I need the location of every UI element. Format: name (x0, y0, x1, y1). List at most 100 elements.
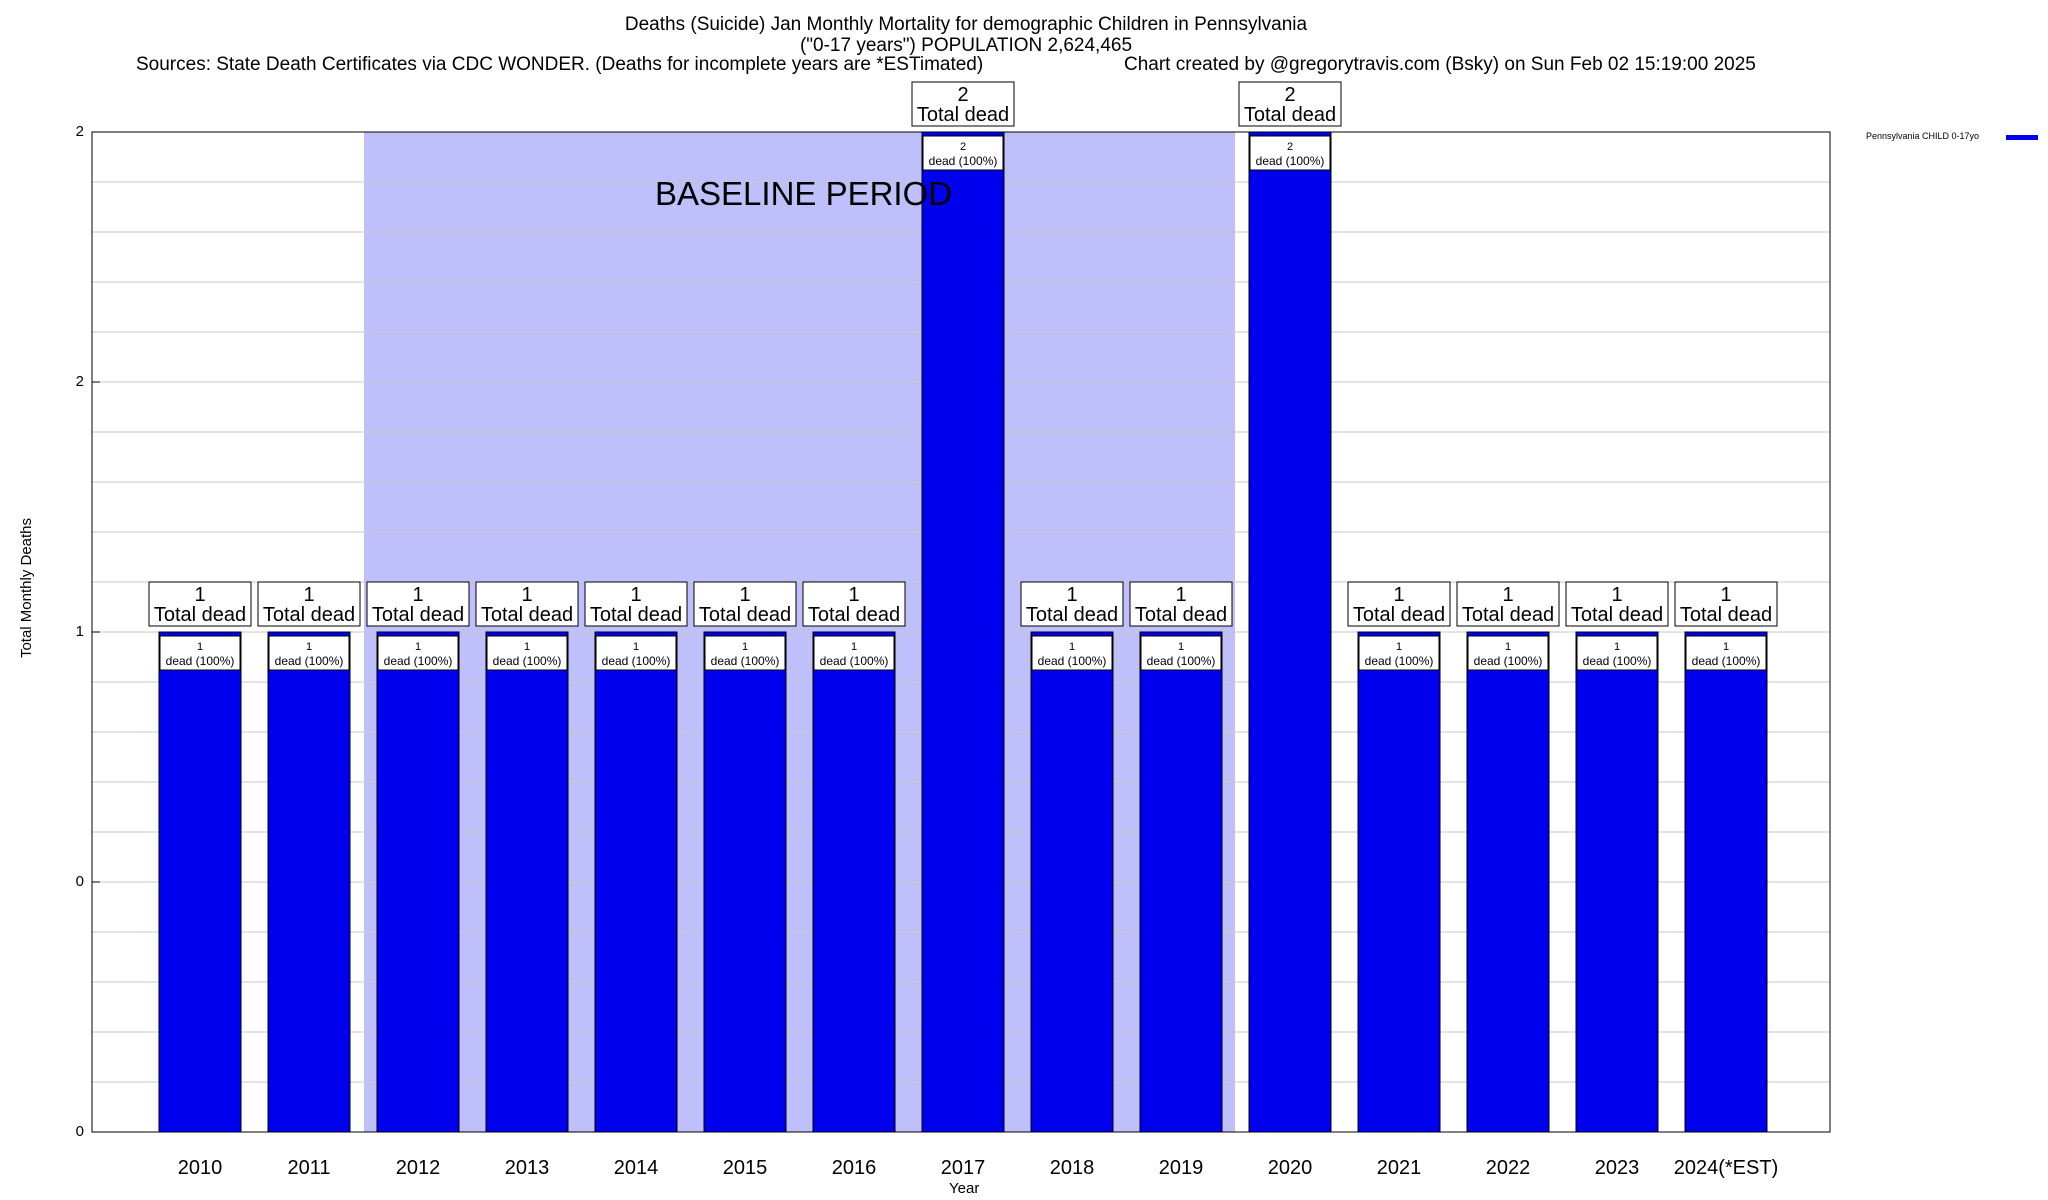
x-tick-label: 2022 (1486, 1157, 1531, 1179)
inner-label-box (159, 635, 241, 671)
data-label: 1 (630, 584, 641, 606)
inner-label-count: 1 (197, 641, 203, 653)
top-label-box (1565, 581, 1669, 627)
top-label-box (148, 581, 252, 627)
inner-label-count: 1 (524, 641, 530, 653)
data-label-suffix: Total dead (917, 104, 1009, 126)
inner-label-box (813, 635, 895, 671)
x-tick-label: 2012 (396, 1157, 441, 1179)
inner-label-box (1140, 635, 1222, 671)
data-label-suffix: Total dead (808, 604, 900, 626)
bar (1684, 631, 1768, 1133)
inner-label-box (595, 635, 677, 671)
top-label-box (366, 581, 470, 627)
top-label-box (584, 581, 688, 627)
bar (267, 631, 351, 1133)
plot-frame (91, 131, 1831, 1133)
chart-subtitle: ("0-17 years") POPULATION 2,624,465 (799, 35, 1133, 56)
x-tick-label: 2021 (1377, 1157, 1422, 1179)
chart-sources: Sources: State Death Certificates via CD… (136, 54, 984, 75)
inner-label-count: 1 (1505, 641, 1511, 653)
top-label-box (802, 581, 906, 627)
x-tick-label: 2010 (178, 1157, 223, 1179)
x-tick-label: 2020 (1268, 1157, 1313, 1179)
inner-label-text: dead (100%) (166, 654, 235, 668)
data-label-suffix: Total dead (699, 604, 791, 626)
inner-label-text: dead (100%) (1365, 654, 1434, 668)
data-label-suffix: Total dead (372, 604, 464, 626)
bar (1139, 631, 1223, 1133)
x-tick-label: 2015 (723, 1157, 768, 1179)
inner-label-text: dead (100%) (1692, 654, 1761, 668)
bar (1575, 631, 1659, 1133)
data-label-suffix: Total dead (1571, 604, 1663, 626)
bar (1030, 631, 1114, 1133)
inner-label-text: dead (100%) (1147, 654, 1216, 668)
y-tick-label: 1 (75, 623, 84, 640)
bar (812, 631, 896, 1133)
data-label: 1 (521, 584, 532, 606)
x-tick-label: 2016 (832, 1157, 877, 1179)
top-label-box (1674, 581, 1778, 627)
data-label: 1 (1502, 584, 1513, 606)
bar (1466, 631, 1550, 1133)
data-label: 1 (848, 584, 859, 606)
inner-label-text: dead (100%) (1474, 654, 1543, 668)
inner-label-count: 1 (633, 641, 639, 653)
y-tick-label: 2 (75, 123, 84, 140)
inner-label-text: dead (100%) (602, 654, 671, 668)
inner-label-count: 1 (851, 641, 857, 653)
inner-label-box (377, 635, 459, 671)
data-label-suffix: Total dead (154, 604, 246, 626)
inner-label-text: dead (100%) (1038, 654, 1107, 668)
inner-label-box (704, 635, 786, 671)
inner-label-text: dead (100%) (929, 154, 998, 168)
inner-label-text: dead (100%) (384, 654, 453, 668)
x-axis-label: Year (949, 1180, 980, 1197)
x-tick-label: 2014 (614, 1157, 659, 1179)
legend-swatch (2006, 135, 2038, 140)
chart-credit: Chart created by @gregorytravis.com (Bsk… (1124, 54, 1756, 75)
data-label: 2 (1284, 84, 1295, 106)
inner-label-text: dead (100%) (1256, 154, 1325, 168)
data-label: 1 (1611, 584, 1622, 606)
top-label-box (911, 81, 1015, 127)
inner-label-box (1249, 135, 1331, 171)
bar (1357, 631, 1441, 1133)
data-label-suffix: Total dead (590, 604, 682, 626)
bar (158, 631, 242, 1133)
inner-label-box (1031, 635, 1113, 671)
inner-label-count: 1 (1069, 641, 1075, 653)
top-label-box (1456, 581, 1560, 627)
inner-label-count: 1 (306, 641, 312, 653)
x-tick-label: 2024(*EST) (1674, 1157, 1779, 1179)
top-label-box (1020, 581, 1124, 627)
inner-label-text: dead (100%) (711, 654, 780, 668)
top-label-box (1238, 81, 1342, 127)
baseline-period-label: BASELINE PERIOD (655, 175, 953, 212)
x-tick-label: 2023 (1595, 1157, 1640, 1179)
chart-title: Deaths (Suicide) Jan Monthly Mortality f… (624, 14, 1308, 35)
data-label: 1 (1175, 584, 1186, 606)
top-label-box (1347, 581, 1451, 627)
inner-label-count: 1 (742, 641, 748, 653)
top-label-box (693, 581, 797, 627)
inner-label-count: 1 (1723, 641, 1729, 653)
bar (1248, 131, 1332, 1133)
bar (703, 631, 787, 1133)
data-label: 1 (1393, 584, 1404, 606)
inner-label-box (1576, 635, 1658, 671)
y-tick-label: 0 (75, 873, 84, 890)
top-label-box (475, 581, 579, 627)
data-label-suffix: Total dead (1244, 104, 1336, 126)
top-label-box (257, 581, 361, 627)
data-label-suffix: Total dead (481, 604, 573, 626)
data-label: 1 (1720, 584, 1731, 606)
inner-label-text: dead (100%) (820, 654, 889, 668)
inner-label-box (268, 635, 350, 671)
data-label: 2 (957, 84, 968, 106)
bar (376, 631, 460, 1133)
bar (594, 631, 678, 1133)
